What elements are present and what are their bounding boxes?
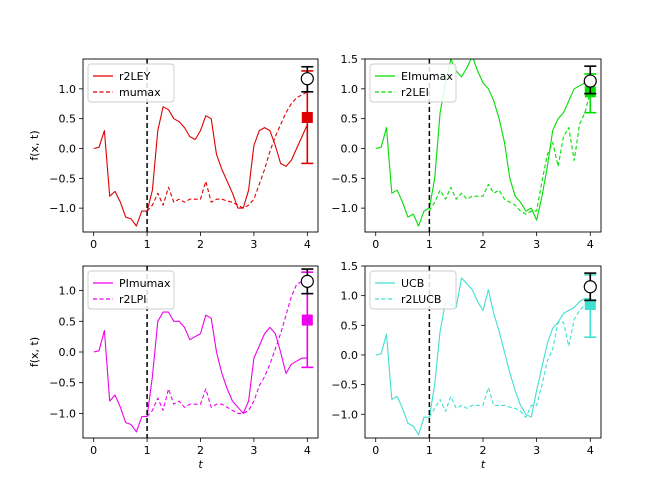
x-tick-label: 4 [587, 238, 594, 251]
chart-panel-4: 0 1 2 3 4 −1.0 −0.5 0.0 0.5 1.0 1.5 t UCB r2LUCB [331, 260, 602, 471]
x-axis-label: t [198, 458, 203, 471]
x-tick-label: 2 [197, 444, 204, 457]
legend-label-r2LPI: r2LPI [119, 293, 147, 306]
x-tick-label: 1 [426, 444, 433, 457]
y-tick-label: 1.0 [341, 290, 359, 303]
x-tick-label: 0 [372, 238, 379, 251]
plot-area [375, 59, 591, 227]
y-tick-label: 1.0 [59, 285, 77, 298]
plot-area [375, 277, 591, 436]
y-tick-label: −1.0 [49, 202, 76, 215]
y-tick-label: 1.5 [341, 53, 359, 66]
legend: PImumax r2LPI [87, 270, 175, 310]
x-tick-label: 0 [372, 444, 379, 457]
legend-label-mumax: mumax [119, 86, 161, 99]
y-tick-label: −1.0 [49, 407, 76, 420]
chart-panel-2: 0 1 2 3 4 −1.0 −0.5 0.0 0.5 1.0 1.5 EImumax r2LEI [331, 53, 602, 251]
errorbar-circle-marker [300, 274, 314, 288]
x-tick-label: 1 [144, 444, 151, 457]
y-tick-label: −0.5 [49, 172, 76, 185]
y-tick-label: 1.0 [59, 83, 77, 96]
x-tick-label: 1 [426, 238, 433, 251]
y-tick-label: 0.0 [341, 349, 359, 362]
chart-panel-1: 0 1 2 3 4 −1.0 −0.5 0.0 0.5 1.0 f(x, t) r2LEY mumax [28, 58, 319, 251]
series-line-EImumax [375, 59, 591, 227]
legend: EImumax r2LEI [369, 63, 457, 103]
x-tick-label: 2 [480, 444, 487, 457]
series-line-mumax [146, 91, 308, 212]
y-tick-label: 0.0 [59, 346, 77, 359]
plot-area [93, 277, 308, 433]
y-tick-label: 0.5 [341, 113, 359, 126]
x-tick-label: 4 [304, 444, 311, 457]
y-tick-label: −0.5 [49, 377, 76, 390]
legend-label-r2LEY: r2LEY [119, 70, 151, 83]
series-line-UCB [375, 277, 591, 436]
y-tick-label: 1.0 [341, 83, 359, 96]
y-tick-label: 0.5 [59, 113, 77, 126]
x-axis-label: t [481, 458, 486, 471]
errorbar-circle-marker [583, 74, 597, 88]
errorbar-square-marker [584, 299, 596, 311]
x-tick-label: 3 [533, 238, 540, 251]
y-axis-label: f(x, t) [28, 130, 41, 160]
legend: UCB r2LUCB [369, 270, 457, 310]
y-tick-label: −1.0 [331, 408, 358, 421]
x-tick-label: 0 [90, 238, 97, 251]
y-tick-label: 0.5 [59, 315, 77, 328]
x-tick-label: 2 [480, 238, 487, 251]
y-tick-label: −1.0 [331, 202, 358, 215]
x-tick-label: 0 [90, 444, 97, 457]
series-line-r2LUCB [428, 301, 591, 418]
errorbar-circle-marker [300, 72, 314, 86]
x-tick-label: 3 [250, 238, 257, 251]
x-tick-label: 3 [250, 444, 257, 457]
y-tick-label: 0.5 [341, 319, 359, 332]
x-tick-label: 2 [197, 238, 204, 251]
series-line-PImumax [93, 311, 308, 433]
x-tick-label: 4 [304, 238, 311, 251]
legend-label-r2LEI: r2LEI [401, 86, 429, 99]
x-tick-label: 4 [587, 444, 594, 457]
series-line-r2LEI [428, 91, 591, 215]
y-tick-label: 0.0 [59, 142, 77, 155]
x-tick-label: 3 [533, 444, 540, 457]
y-tick-label: 0.0 [341, 142, 359, 155]
errorbar-square-marker [301, 111, 313, 123]
series-line-r2LPI [146, 277, 308, 417]
errorbar-circle-marker [583, 280, 597, 294]
y-axis-label: f(x, t) [28, 337, 41, 367]
plot-area [93, 91, 308, 227]
y-tick-label: 1.5 [341, 260, 359, 273]
legend-label-UCB: UCB [401, 277, 424, 290]
y-tick-label: −0.5 [331, 379, 358, 392]
legend: r2LEY mumax [87, 63, 175, 103]
legend-label-PImumax: PImumax [119, 277, 171, 290]
errorbar-square-marker [301, 314, 313, 326]
legend-label-EImumax: EImumax [401, 70, 453, 83]
legend-label-r2LUCB: r2LUCB [401, 293, 441, 306]
y-tick-label: −0.5 [331, 172, 358, 185]
series-line-r2LEY [93, 106, 308, 227]
x-tick-label: 1 [144, 238, 151, 251]
chart-panel-3: 0 1 2 3 4 −1.0 −0.5 0.0 0.5 1.0 f(x, t) t PImumax r2L… [28, 265, 319, 471]
